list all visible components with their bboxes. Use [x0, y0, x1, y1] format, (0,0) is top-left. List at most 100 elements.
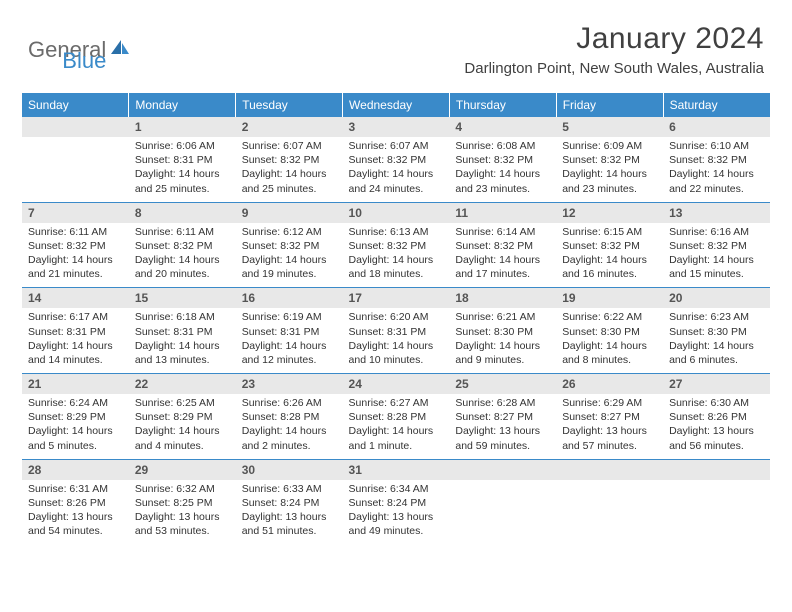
day-number-cell [556, 459, 663, 480]
sunrise-text: Sunrise: 6:20 AM [349, 310, 444, 324]
daylight-text-1: Daylight: 13 hours [349, 510, 444, 524]
sunset-text: Sunset: 8:25 PM [135, 496, 230, 510]
day-content-row: Sunrise: 6:24 AMSunset: 8:29 PMDaylight:… [22, 394, 770, 459]
sunset-text: Sunset: 8:31 PM [349, 325, 444, 339]
day-content-cell: Sunrise: 6:11 AMSunset: 8:32 PMDaylight:… [129, 223, 236, 288]
sunset-text: Sunset: 8:24 PM [242, 496, 337, 510]
daylight-text-2: and 22 minutes. [669, 182, 764, 196]
day-content-cell: Sunrise: 6:12 AMSunset: 8:32 PMDaylight:… [236, 223, 343, 288]
daylight-text-1: Daylight: 14 hours [242, 253, 337, 267]
daylight-text-2: and 14 minutes. [28, 353, 123, 367]
weekday-header: Saturday [663, 93, 770, 117]
daylight-text-1: Daylight: 14 hours [242, 167, 337, 181]
day-content-row: Sunrise: 6:17 AMSunset: 8:31 PMDaylight:… [22, 308, 770, 373]
location-text: Darlington Point, New South Wales, Austr… [464, 60, 764, 77]
day-content-cell: Sunrise: 6:10 AMSunset: 8:32 PMDaylight:… [663, 137, 770, 202]
sunset-text: Sunset: 8:32 PM [242, 153, 337, 167]
day-number-cell: 5 [556, 117, 663, 137]
sunrise-text: Sunrise: 6:24 AM [28, 396, 123, 410]
sunrise-text: Sunrise: 6:26 AM [242, 396, 337, 410]
day-content-row: Sunrise: 6:31 AMSunset: 8:26 PMDaylight:… [22, 480, 770, 545]
day-number-cell: 29 [129, 459, 236, 480]
day-content-cell: Sunrise: 6:14 AMSunset: 8:32 PMDaylight:… [449, 223, 556, 288]
day-number-cell: 20 [663, 288, 770, 309]
day-number-cell: 14 [22, 288, 129, 309]
daylight-text-2: and 16 minutes. [562, 267, 657, 281]
day-number-row: 14151617181920 [22, 288, 770, 309]
daylight-text-2: and 54 minutes. [28, 524, 123, 538]
day-content-cell [449, 480, 556, 545]
sunrise-text: Sunrise: 6:34 AM [349, 482, 444, 496]
sunset-text: Sunset: 8:30 PM [669, 325, 764, 339]
day-number-cell: 24 [343, 374, 450, 395]
sunrise-text: Sunrise: 6:16 AM [669, 225, 764, 239]
day-number-cell [449, 459, 556, 480]
day-content-cell: Sunrise: 6:09 AMSunset: 8:32 PMDaylight:… [556, 137, 663, 202]
daylight-text-2: and 20 minutes. [135, 267, 230, 281]
sunset-text: Sunset: 8:26 PM [669, 410, 764, 424]
day-content-cell: Sunrise: 6:23 AMSunset: 8:30 PMDaylight:… [663, 308, 770, 373]
daylight-text-1: Daylight: 14 hours [349, 167, 444, 181]
daylight-text-1: Daylight: 14 hours [455, 253, 550, 267]
day-content-cell [22, 137, 129, 202]
day-content-cell: Sunrise: 6:28 AMSunset: 8:27 PMDaylight:… [449, 394, 556, 459]
sunset-text: Sunset: 8:28 PM [242, 410, 337, 424]
sunset-text: Sunset: 8:31 PM [28, 325, 123, 339]
daylight-text-2: and 24 minutes. [349, 182, 444, 196]
brand-text-2: Blue [62, 48, 106, 74]
sunrise-text: Sunrise: 6:08 AM [455, 139, 550, 153]
daylight-text-1: Daylight: 13 hours [28, 510, 123, 524]
daylight-text-2: and 56 minutes. [669, 439, 764, 453]
calendar-table: Sunday Monday Tuesday Wednesday Thursday… [22, 93, 770, 544]
sunrise-text: Sunrise: 6:11 AM [135, 225, 230, 239]
daylight-text-1: Daylight: 14 hours [242, 424, 337, 438]
daylight-text-2: and 15 minutes. [669, 267, 764, 281]
daylight-text-2: and 51 minutes. [242, 524, 337, 538]
sunrise-text: Sunrise: 6:14 AM [455, 225, 550, 239]
daylight-text-1: Daylight: 13 hours [455, 424, 550, 438]
daylight-text-1: Daylight: 14 hours [562, 167, 657, 181]
day-content-cell: Sunrise: 6:06 AMSunset: 8:31 PMDaylight:… [129, 137, 236, 202]
sunrise-text: Sunrise: 6:12 AM [242, 225, 337, 239]
day-content-cell: Sunrise: 6:18 AMSunset: 8:31 PMDaylight:… [129, 308, 236, 373]
daylight-text-2: and 23 minutes. [562, 182, 657, 196]
daylight-text-1: Daylight: 14 hours [28, 339, 123, 353]
daylight-text-1: Daylight: 14 hours [135, 424, 230, 438]
day-number-cell: 30 [236, 459, 343, 480]
sunset-text: Sunset: 8:27 PM [455, 410, 550, 424]
sunset-text: Sunset: 8:32 PM [669, 239, 764, 253]
day-content-cell: Sunrise: 6:21 AMSunset: 8:30 PMDaylight:… [449, 308, 556, 373]
day-number-cell: 10 [343, 202, 450, 223]
sunset-text: Sunset: 8:32 PM [669, 153, 764, 167]
sunrise-text: Sunrise: 6:15 AM [562, 225, 657, 239]
daylight-text-1: Daylight: 14 hours [669, 253, 764, 267]
sunset-text: Sunset: 8:31 PM [135, 153, 230, 167]
daylight-text-2: and 10 minutes. [349, 353, 444, 367]
day-number-cell: 22 [129, 374, 236, 395]
sunset-text: Sunset: 8:27 PM [562, 410, 657, 424]
day-number-cell: 16 [236, 288, 343, 309]
daylight-text-2: and 1 minute. [349, 439, 444, 453]
daylight-text-2: and 53 minutes. [135, 524, 230, 538]
day-number-cell [22, 117, 129, 137]
sunset-text: Sunset: 8:30 PM [455, 325, 550, 339]
sunrise-text: Sunrise: 6:13 AM [349, 225, 444, 239]
weekday-header: Tuesday [236, 93, 343, 117]
sunset-text: Sunset: 8:29 PM [28, 410, 123, 424]
day-number-cell: 1 [129, 117, 236, 137]
daylight-text-2: and 13 minutes. [135, 353, 230, 367]
weekday-header: Thursday [449, 93, 556, 117]
daylight-text-2: and 21 minutes. [28, 267, 123, 281]
sunset-text: Sunset: 8:24 PM [349, 496, 444, 510]
sunset-text: Sunset: 8:32 PM [349, 153, 444, 167]
sunrise-text: Sunrise: 6:07 AM [349, 139, 444, 153]
sunset-text: Sunset: 8:32 PM [455, 153, 550, 167]
sunrise-text: Sunrise: 6:06 AM [135, 139, 230, 153]
day-content-cell: Sunrise: 6:15 AMSunset: 8:32 PMDaylight:… [556, 223, 663, 288]
daylight-text-1: Daylight: 14 hours [455, 339, 550, 353]
day-number-cell: 9 [236, 202, 343, 223]
day-content-cell: Sunrise: 6:16 AMSunset: 8:32 PMDaylight:… [663, 223, 770, 288]
daylight-text-1: Daylight: 14 hours [28, 424, 123, 438]
day-number-cell [663, 459, 770, 480]
day-number-cell: 31 [343, 459, 450, 480]
